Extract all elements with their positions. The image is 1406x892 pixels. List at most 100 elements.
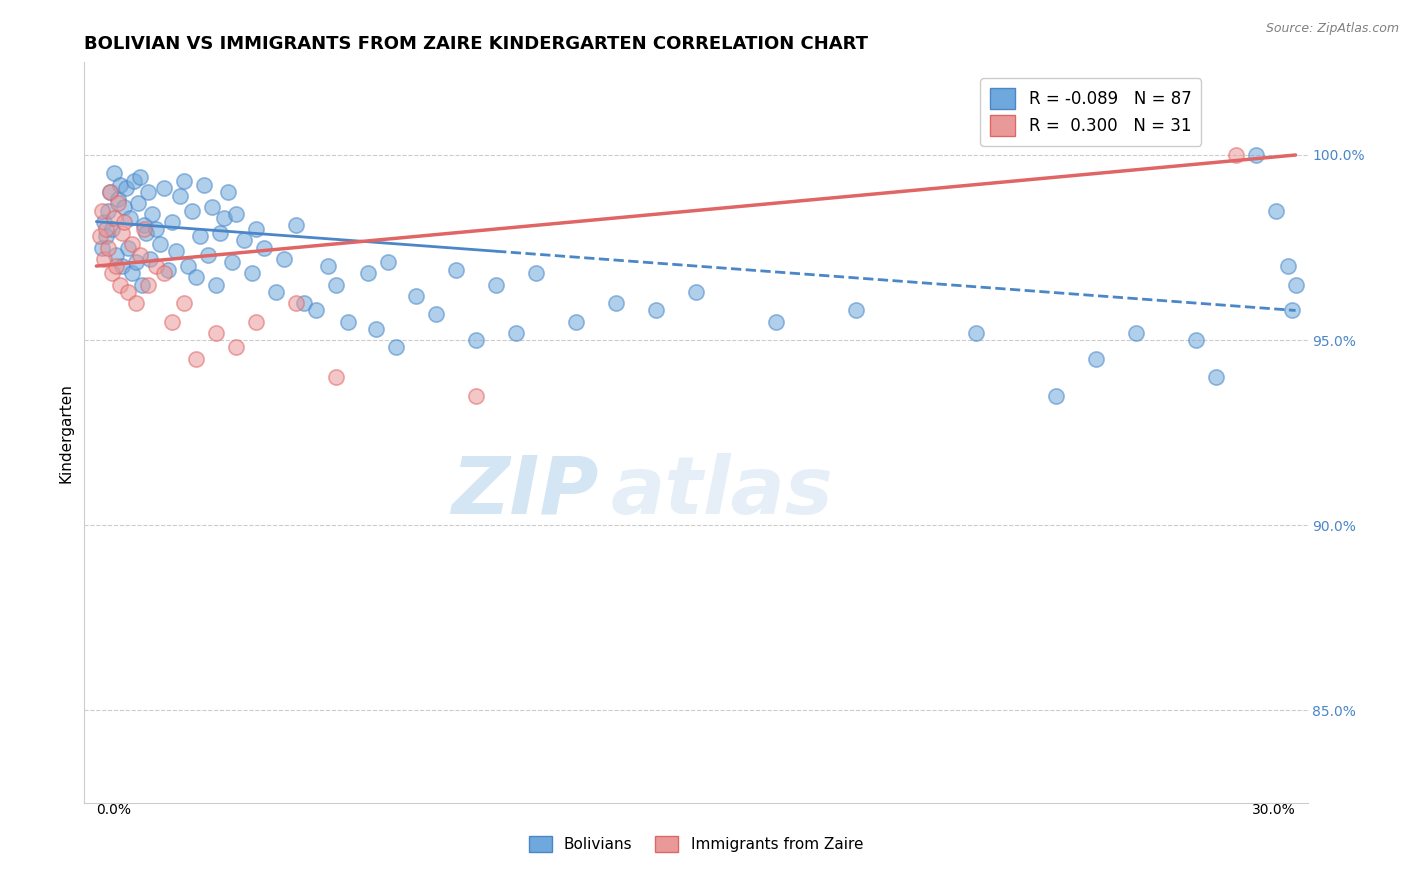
Point <box>253 241 276 255</box>
Point <box>125 255 148 269</box>
Point <box>134 222 156 236</box>
Point <box>1244 148 1267 162</box>
Text: atlas: atlas <box>610 453 834 531</box>
Point <box>605 296 627 310</box>
Point <box>221 255 243 269</box>
Point <box>357 267 380 281</box>
Point <box>169 188 191 202</box>
Point <box>205 326 228 340</box>
Point <box>98 185 121 199</box>
Point <box>845 303 868 318</box>
Point <box>112 200 135 214</box>
Point <box>129 170 152 185</box>
Point <box>524 267 547 281</box>
Point <box>115 181 138 195</box>
Point <box>505 326 527 340</box>
Point <box>273 252 295 266</box>
Point <box>136 185 159 199</box>
Point <box>173 174 195 188</box>
Point <box>201 200 224 214</box>
Point <box>149 236 172 251</box>
Point <box>405 288 427 302</box>
Point <box>97 241 120 255</box>
Point <box>1184 333 1206 347</box>
Point <box>193 178 215 192</box>
Point <box>965 326 987 340</box>
Point <box>97 203 120 218</box>
Point <box>162 214 184 228</box>
Legend: Bolivians, Immigrants from Zaire: Bolivians, Immigrants from Zaire <box>523 830 869 858</box>
Point <box>1125 326 1147 340</box>
Point <box>117 241 139 255</box>
Point <box>173 296 195 310</box>
Point <box>765 314 787 328</box>
Point <box>153 267 176 281</box>
Point <box>145 222 167 236</box>
Point <box>285 219 308 233</box>
Point <box>205 277 228 292</box>
Point <box>105 259 128 273</box>
Point <box>233 233 256 247</box>
Point <box>91 241 114 255</box>
Y-axis label: Kindergarten: Kindergarten <box>58 383 73 483</box>
Text: 30.0%: 30.0% <box>1251 803 1295 817</box>
Point <box>145 259 167 273</box>
Point <box>89 229 111 244</box>
Point <box>465 388 488 402</box>
Point <box>134 219 156 233</box>
Point <box>131 277 153 292</box>
Text: 0.0%: 0.0% <box>97 803 131 817</box>
Point <box>103 211 125 225</box>
Point <box>96 229 118 244</box>
Point <box>240 267 263 281</box>
Point <box>1281 303 1303 318</box>
Point <box>103 167 125 181</box>
Point <box>197 248 219 262</box>
Point <box>225 341 247 355</box>
Point <box>98 185 121 199</box>
Point <box>162 314 184 328</box>
Point <box>101 222 124 236</box>
Point <box>217 185 239 199</box>
Point <box>264 285 287 299</box>
Point <box>325 277 347 292</box>
Point <box>245 314 267 328</box>
Point <box>685 285 707 299</box>
Point <box>129 248 152 262</box>
Point <box>165 244 187 259</box>
Point <box>141 207 163 221</box>
Point <box>292 296 315 310</box>
Point <box>110 178 132 192</box>
Point <box>110 277 132 292</box>
Point <box>186 270 208 285</box>
Point <box>425 307 447 321</box>
Point <box>285 296 308 310</box>
Point <box>181 203 204 218</box>
Point <box>157 262 180 277</box>
Point <box>1045 388 1067 402</box>
Point <box>316 259 339 273</box>
Point <box>91 203 114 218</box>
Point <box>1284 277 1306 292</box>
Point <box>127 196 149 211</box>
Point <box>139 252 162 266</box>
Point <box>366 322 388 336</box>
Point <box>305 303 328 318</box>
Point <box>465 333 488 347</box>
Point <box>105 248 128 262</box>
Point <box>107 193 129 207</box>
Point <box>485 277 508 292</box>
Point <box>1205 370 1227 384</box>
Point <box>101 267 124 281</box>
Text: ZIP: ZIP <box>451 453 598 531</box>
Point <box>1084 351 1107 366</box>
Point <box>121 236 143 251</box>
Point <box>385 341 408 355</box>
Point <box>565 314 588 328</box>
Point <box>645 303 668 318</box>
Point <box>1264 203 1286 218</box>
Point <box>124 174 146 188</box>
Point <box>186 351 208 366</box>
Point <box>107 196 129 211</box>
Point <box>325 370 347 384</box>
